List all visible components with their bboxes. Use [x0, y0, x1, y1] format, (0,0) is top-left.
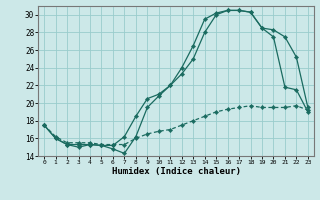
X-axis label: Humidex (Indice chaleur): Humidex (Indice chaleur) [111, 167, 241, 176]
